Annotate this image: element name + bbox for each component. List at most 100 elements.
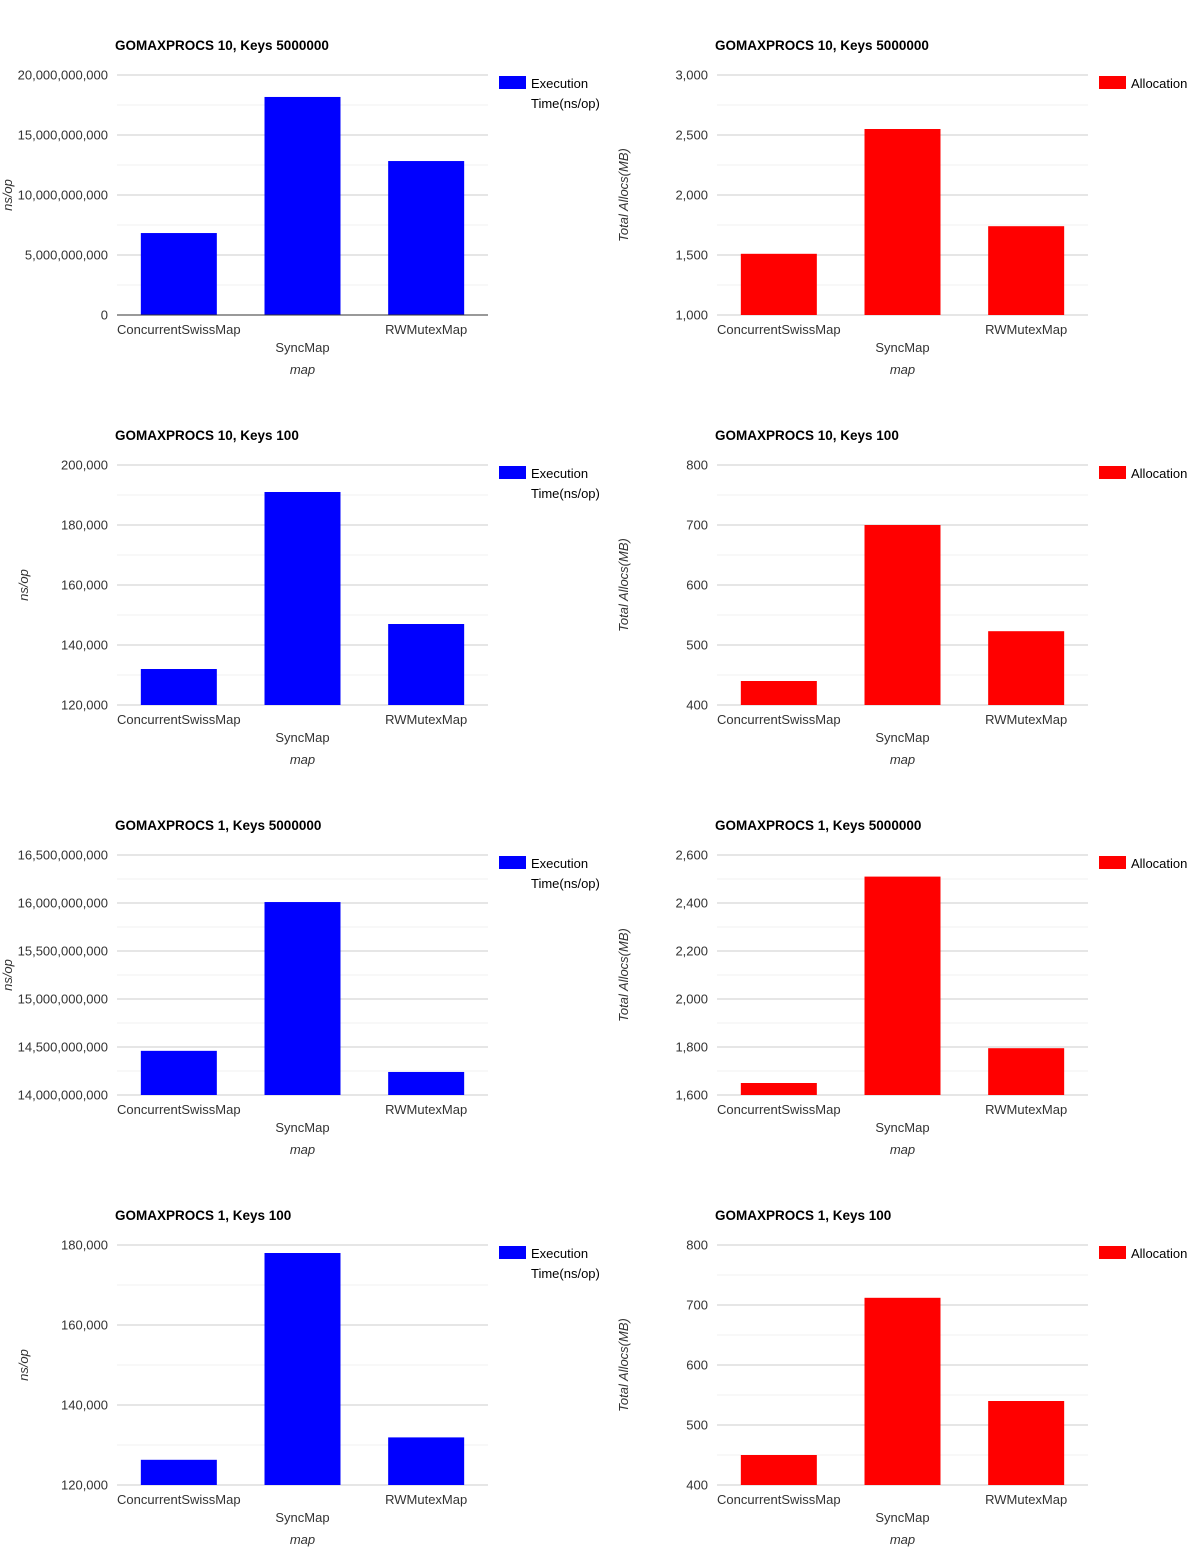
bar-SyncMap[interactable] bbox=[864, 876, 941, 1095]
chart-cell: GOMAXPROCS 10, Keys 5000000 0 5,000,000,00… bbox=[0, 0, 600, 390]
x-category-label: SyncMap bbox=[275, 340, 329, 355]
x-category-label: SyncMap bbox=[875, 730, 929, 745]
x-category-label: RWMutexMap bbox=[985, 1492, 1067, 1507]
legend: Allocation bbox=[1099, 75, 1200, 151]
y-axis-labels: 14,000,000,000 14,500,000,000 15,000,000,0… bbox=[18, 848, 108, 1103]
legend-label: Execution Time(ns/op) bbox=[531, 76, 600, 111]
bar-ConcurrentSwissMap[interactable] bbox=[740, 681, 817, 705]
y-tick-label: 14,000,000,000 bbox=[18, 1088, 108, 1103]
chart-title: GOMAXPROCS 1, Keys 100 bbox=[715, 1208, 892, 1223]
y-tick-label: 180,000 bbox=[61, 518, 108, 533]
legend: Allocation bbox=[1099, 855, 1200, 931]
chart-cell: GOMAXPROCS 1, Keys 5000000 1,600 1,800 2,00… bbox=[600, 780, 1200, 1170]
y-tick-label: 1,500 bbox=[675, 248, 708, 263]
bar-RWMutexMap[interactable] bbox=[988, 631, 1065, 705]
bar-SyncMap[interactable] bbox=[864, 129, 941, 315]
bar-chart: 120,000 140,000 160,000 180,000 ConcurrentSw… bbox=[16, 1238, 488, 1547]
legend-label: Allocation bbox=[1131, 1246, 1188, 1261]
legend-swatch bbox=[499, 1246, 526, 1259]
chart-title: GOMAXPROCS 10, Keys 5000000 bbox=[115, 38, 329, 53]
legend-label: Execution Time(ns/op) bbox=[531, 1246, 600, 1281]
bar-RWMutexMap[interactable] bbox=[388, 161, 465, 315]
legend: Execution Time(ns/op) bbox=[499, 75, 600, 151]
y-axis-title: ns/op bbox=[16, 1349, 31, 1381]
x-axis-title: map bbox=[290, 752, 315, 767]
y-tick-label: 200,000 bbox=[61, 458, 108, 473]
bar-SyncMap[interactable] bbox=[264, 96, 341, 316]
legend-label: Allocation bbox=[1131, 856, 1188, 871]
y-tick-label: 600 bbox=[686, 578, 708, 593]
y-axis-labels: 1,000 1,500 2,000 2,500 3,000 bbox=[675, 68, 708, 323]
y-tick-label: 400 bbox=[686, 1478, 708, 1493]
chart-title: GOMAXPROCS 10, Keys 100 bbox=[715, 428, 899, 443]
y-tick-label: 0 bbox=[101, 308, 108, 323]
bar-RWMutexMap[interactable] bbox=[988, 226, 1065, 315]
x-category-label: ConcurrentSwissMap bbox=[117, 712, 241, 727]
legend-label: Execution Time(ns/op) bbox=[531, 856, 600, 891]
chart-cell: GOMAXPROCS 1, Keys 5000000 14,000,000,000… bbox=[0, 780, 600, 1170]
bar-RWMutexMap[interactable] bbox=[388, 624, 465, 705]
y-tick-label: 2,500 bbox=[675, 128, 708, 143]
bar-ConcurrentSwissMap[interactable] bbox=[140, 233, 217, 315]
bar-SyncMap[interactable] bbox=[264, 492, 341, 705]
y-tick-label: 5,000,000,000 bbox=[25, 248, 108, 263]
y-axis-title: Total Allocs(MB) bbox=[616, 148, 631, 242]
x-category-label: RWMutexMap bbox=[985, 1102, 1067, 1117]
legend-swatch bbox=[1099, 1246, 1126, 1259]
bar-chart: 400 500 600 700 800 ConcurrentSwissMap SyncMap… bbox=[616, 458, 1088, 767]
x-axis-title: map bbox=[890, 1142, 915, 1157]
bar-ConcurrentSwissMap[interactable] bbox=[140, 669, 217, 705]
x-category-label: ConcurrentSwissMap bbox=[117, 1102, 241, 1117]
y-tick-label: 120,000 bbox=[61, 698, 108, 713]
bar-SyncMap[interactable] bbox=[264, 902, 341, 1095]
y-axis-labels: 400 500 600 700 800 bbox=[686, 458, 708, 713]
y-tick-label: 16,000,000,000 bbox=[18, 896, 108, 911]
y-axis-labels: 400 500 600 700 800 bbox=[686, 1238, 708, 1493]
x-axis-title: map bbox=[890, 1532, 915, 1547]
y-axis-title: ns/op bbox=[0, 179, 15, 211]
y-tick-label: 800 bbox=[686, 458, 708, 473]
bar-ConcurrentSwissMap[interactable] bbox=[740, 253, 817, 315]
y-tick-label: 2,000 bbox=[675, 188, 708, 203]
chart-title: GOMAXPROCS 10, Keys 5000000 bbox=[715, 38, 929, 53]
bar-ConcurrentSwissMap[interactable] bbox=[140, 1459, 217, 1485]
y-tick-label: 20,000,000,000 bbox=[18, 68, 108, 83]
x-category-label: ConcurrentSwissMap bbox=[717, 1102, 841, 1117]
x-category-label: SyncMap bbox=[275, 1510, 329, 1525]
bar-RWMutexMap[interactable] bbox=[988, 1048, 1065, 1095]
x-category-label: RWMutexMap bbox=[385, 322, 467, 337]
y-tick-label: 2,200 bbox=[675, 944, 708, 959]
bar-ConcurrentSwissMap[interactable] bbox=[740, 1083, 817, 1095]
bar-chart: 400 500 600 700 800 ConcurrentSwissMap SyncMap… bbox=[616, 1238, 1088, 1547]
y-tick-label: 400 bbox=[686, 698, 708, 713]
legend: Execution Time(ns/op) bbox=[499, 1245, 600, 1321]
legend: Execution Time(ns/op) bbox=[499, 465, 600, 541]
y-tick-label: 1,800 bbox=[675, 1040, 708, 1055]
bar-ConcurrentSwissMap[interactable] bbox=[740, 1455, 817, 1485]
y-axis-labels: 0 5,000,000,000 10,000,000,000 15,000,000,0… bbox=[18, 68, 108, 323]
bar-ConcurrentSwissMap[interactable] bbox=[140, 1050, 217, 1095]
y-axis-title: ns/op bbox=[0, 959, 15, 991]
bar-SyncMap[interactable] bbox=[864, 525, 941, 705]
bar-RWMutexMap[interactable] bbox=[988, 1401, 1065, 1485]
x-category-label: ConcurrentSwissMap bbox=[117, 1492, 241, 1507]
bar-chart: 1,000 1,500 2,000 2,500 3,000 ConcurrentSwiss… bbox=[616, 68, 1088, 377]
x-category-label: ConcurrentSwissMap bbox=[117, 322, 241, 337]
bar-SyncMap[interactable] bbox=[264, 1253, 341, 1485]
bar-SyncMap[interactable] bbox=[864, 1297, 941, 1485]
x-axis-title: map bbox=[890, 362, 915, 377]
legend-swatch bbox=[1099, 856, 1126, 869]
y-tick-label: 500 bbox=[686, 638, 708, 653]
bar-RWMutexMap[interactable] bbox=[388, 1437, 465, 1485]
legend: Allocation bbox=[1099, 1245, 1200, 1321]
chart-title: GOMAXPROCS 1, Keys 5000000 bbox=[715, 818, 922, 833]
legend-swatch bbox=[499, 466, 526, 479]
chart-cell: GOMAXPROCS 1, Keys 100 120,000 140,000 160,… bbox=[0, 1170, 600, 1560]
x-axis-title: map bbox=[290, 362, 315, 377]
bar-RWMutexMap[interactable] bbox=[388, 1071, 465, 1095]
y-tick-label: 180,000 bbox=[61, 1238, 108, 1253]
chart-cell: GOMAXPROCS 10, Keys 100 400 500 600 700 800 Co… bbox=[600, 390, 1200, 780]
chart-title: GOMAXPROCS 10, Keys 100 bbox=[115, 428, 299, 443]
y-axis-labels: 120,000 140,000 160,000 180,000 bbox=[61, 1238, 108, 1493]
